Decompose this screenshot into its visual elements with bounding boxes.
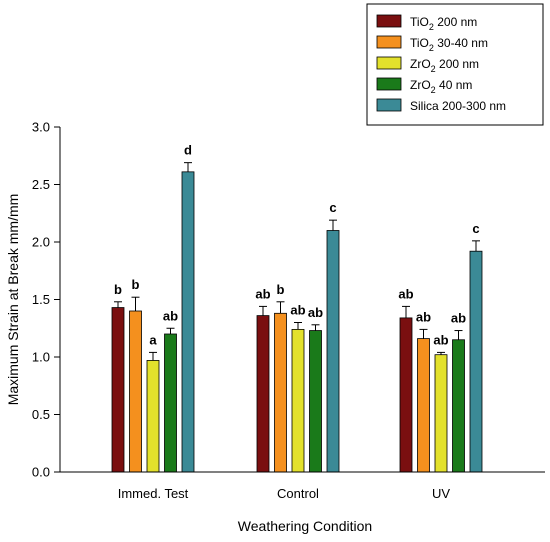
bar xyxy=(164,333,177,473)
significance-label: ab xyxy=(255,286,270,301)
significance-label: ab xyxy=(290,303,305,318)
y-tick-label: 2.5 xyxy=(32,177,50,192)
x-axis-title: Weathering Condition xyxy=(238,518,372,534)
bar xyxy=(181,171,195,473)
legend-label-rest: 200 nm xyxy=(436,57,479,71)
x-tick-label: Immed. Test xyxy=(118,486,189,501)
legend-label: TiO2 200 nm xyxy=(410,15,477,32)
legend-label: ZrO2 200 nm xyxy=(410,57,479,74)
legend-label-subscript: 2 xyxy=(429,22,434,32)
significance-label: ab xyxy=(433,332,448,347)
bar xyxy=(452,339,465,473)
bar xyxy=(129,310,142,473)
legend-label-main: ZrO xyxy=(410,78,431,92)
significance-label: a xyxy=(149,332,157,347)
legend-label-main: Silica 200-300 nm xyxy=(410,99,506,113)
legend-label-rest: 40 nm xyxy=(436,78,473,92)
y-tick-label: 0.5 xyxy=(32,407,50,422)
legend-label-main: TiO xyxy=(410,15,429,29)
y-tick-label: 1.5 xyxy=(32,292,50,307)
legend-label-subscript: 2 xyxy=(431,64,436,74)
x-tick-label: Control xyxy=(277,486,319,501)
bar xyxy=(274,312,287,473)
bar xyxy=(469,250,483,473)
bar xyxy=(256,315,270,473)
legend-label-rest: 30-40 nm xyxy=(434,36,488,50)
legend-swatch xyxy=(376,98,402,112)
bar xyxy=(146,360,160,473)
legend-label-main: ZrO xyxy=(410,57,431,71)
bar xyxy=(111,307,125,473)
bar xyxy=(326,230,340,473)
legend-label-rest: 200 nm xyxy=(434,15,477,29)
bar xyxy=(309,330,322,473)
legend-label: ZrO2 40 nm xyxy=(410,78,472,95)
significance-label: d xyxy=(184,143,192,158)
significance-label: ab xyxy=(451,311,466,326)
significance-label: b xyxy=(277,282,285,297)
significance-label: c xyxy=(329,200,336,215)
legend-swatch xyxy=(376,14,402,28)
significance-label: c xyxy=(472,221,479,236)
significance-label: ab xyxy=(416,309,431,324)
y-tick-label: 1.0 xyxy=(32,350,50,365)
bar xyxy=(399,317,413,473)
legend-label-main: TiO xyxy=(410,36,429,50)
legend-label: TiO2 30-40 nm xyxy=(410,36,488,53)
legend-label-subscript: 2 xyxy=(431,85,436,95)
y-tick-label: 2.0 xyxy=(32,235,50,250)
legend-label: Silica 200-300 nm xyxy=(410,99,506,113)
y-tick-label: 3.0 xyxy=(32,120,50,135)
legend-label-subscript: 2 xyxy=(429,43,434,53)
significance-label: ab xyxy=(308,305,323,320)
legend-swatch xyxy=(376,77,402,91)
y-axis-title: Maximum Strain at Break mm/mm xyxy=(5,194,21,406)
significance-label: b xyxy=(114,282,122,297)
significance-label: ab xyxy=(163,308,178,323)
bar xyxy=(417,338,430,473)
legend-swatch xyxy=(376,56,402,70)
significance-label: ab xyxy=(398,286,413,301)
y-tick-label: 0.0 xyxy=(32,465,50,480)
bar xyxy=(291,328,305,473)
legend-swatch xyxy=(376,35,402,49)
bar xyxy=(434,354,448,473)
significance-label: b xyxy=(132,277,140,292)
x-tick-label: UV xyxy=(432,486,450,501)
